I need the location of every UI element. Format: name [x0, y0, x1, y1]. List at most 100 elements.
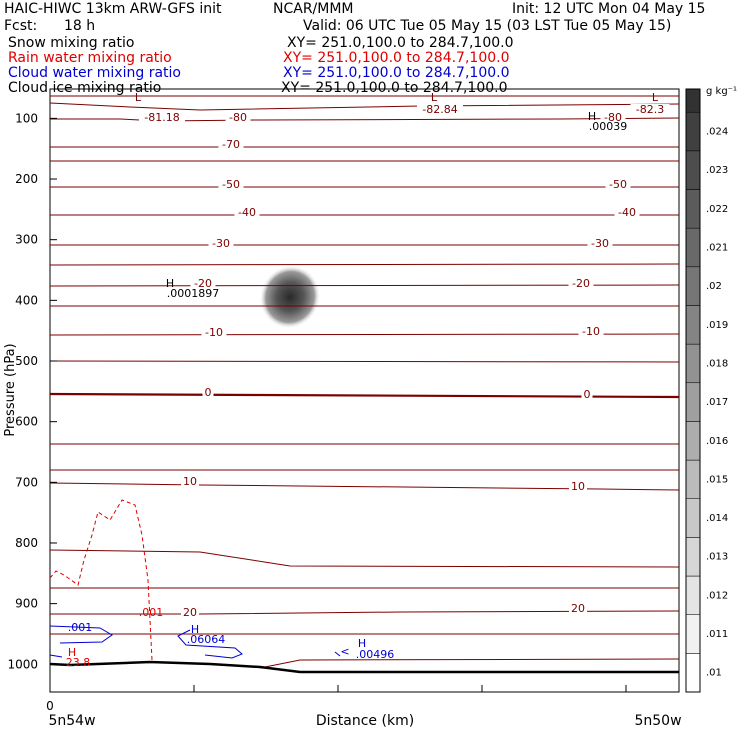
field-xy-snow: XY= 251.0,100.0 to 284.7,100.0	[287, 35, 514, 51]
isotherm-label: -40	[618, 206, 636, 219]
isotherm-label: -40	[238, 206, 256, 219]
label-background	[181, 607, 199, 619]
isotherm-label: -82.3	[636, 103, 664, 116]
colorbar-swatch	[685, 227, 701, 268]
field-name-snow: Snow mixing ratio	[8, 35, 135, 51]
label-background	[568, 278, 594, 290]
colorbar-swatch	[685, 614, 701, 654]
x-end-label: 5n50w	[634, 713, 681, 729]
colorbar-level-label: .023	[706, 165, 728, 176]
extremum-label: <	[340, 645, 349, 658]
colorbar-level-label: .019	[706, 320, 728, 331]
colorbar-swatch	[685, 189, 701, 229]
isotherm-label: -50	[609, 178, 627, 191]
colorbar-swatch	[685, 111, 701, 152]
model-title: HAIC-HIWC 13km ARW-GFS init	[4, 1, 222, 17]
label-background	[202, 387, 214, 399]
extremum-label: .001	[139, 606, 164, 619]
colorbar-level-label: .018	[706, 358, 728, 369]
label-background	[208, 238, 234, 250]
colorbar-level-label: .015	[706, 474, 728, 485]
label-background	[581, 389, 593, 401]
label-background	[569, 481, 587, 493]
label-background	[578, 326, 604, 338]
colorbar-unit: g kg⁻¹	[706, 86, 737, 97]
init-time: Init: 12 UTC Mon 04 May 15	[512, 1, 706, 17]
x-axis-title: Distance (km)	[316, 713, 414, 729]
isotherm-label: -50	[222, 178, 240, 191]
y-axis: 100 200 300 400 500 600 700 800 900 1000	[7, 111, 57, 671]
y-tick-label: 1000	[7, 657, 38, 671]
colorbar-swatch	[685, 653, 701, 693]
valid-time: Valid: 06 UTC Tue 05 May 15 (03 LST Tue …	[303, 18, 672, 34]
extremum-label: H	[166, 277, 174, 290]
label-background	[605, 179, 631, 191]
y-tick-label: 200	[15, 172, 38, 186]
extremum-label: .00039	[589, 120, 628, 133]
label-background	[218, 179, 244, 191]
isotherm-label: 20	[571, 602, 585, 615]
isotherm-label: -80	[604, 111, 622, 124]
terrain-line	[49, 660, 679, 674]
label-background	[234, 207, 260, 219]
temperature-isotherms	[49, 95, 680, 669]
extremum-label: L	[431, 91, 438, 104]
field-xy-cloud-ice: XY= 251.0,100.0 to 284.7,100.0	[281, 80, 508, 96]
y-tick-label: 900	[15, 597, 38, 611]
y-tick-label: 400	[15, 293, 38, 307]
isotherm-label: 0	[584, 388, 591, 401]
label-background	[190, 278, 216, 290]
cloud-water-contours	[49, 625, 341, 659]
colorbar-swatch	[685, 305, 701, 345]
temperature-labels: -81.18 -82.84 -82.3 -80 -80 -70 -50 -50 -40 -40 -3…	[139, 103, 670, 619]
isotherm-label: -20	[572, 277, 590, 290]
colorbar-swatch	[685, 343, 701, 384]
isotherm-label: 10	[183, 475, 197, 488]
colorbar-level-label: .017	[706, 397, 728, 408]
colorbar-swatch	[685, 537, 701, 577]
colorbar-level-label: .016	[706, 436, 728, 447]
colorbar-level-label: .012	[706, 590, 728, 601]
extremum-label: .001	[68, 621, 93, 634]
label-background	[614, 207, 640, 219]
isotherm-label: -82.84	[422, 103, 457, 116]
isotherm-label: 0	[205, 386, 212, 399]
label-background	[587, 238, 613, 250]
colorbar-swatch	[685, 498, 701, 538]
label-background	[225, 112, 251, 124]
colorbar-level-label: .02	[706, 281, 722, 292]
rain-water-contour	[49, 499, 153, 661]
label-background	[218, 139, 244, 151]
colorbar-swatch	[685, 459, 701, 499]
colorbar-swatch	[685, 382, 701, 422]
extremum-label: .00496	[356, 648, 395, 661]
forecast-label: Fcst:	[4, 18, 38, 34]
label-background	[600, 112, 626, 124]
label-background	[139, 112, 185, 124]
isotherm-label: -10	[205, 326, 223, 339]
field-name-rain: Rain water mixing ratio	[8, 50, 172, 66]
label-background	[181, 476, 199, 488]
extremum-label: .0001897	[167, 287, 220, 300]
colorbar-swatch	[685, 150, 701, 190]
colorbar-level-label: .022	[706, 204, 728, 215]
x-start-label: 5n54w	[48, 713, 95, 729]
colorbar-level-label: .014	[706, 513, 728, 524]
extremum-label: H	[191, 623, 199, 636]
colorbar-swatch	[685, 575, 701, 615]
extremum-label: 23.8	[66, 656, 91, 669]
y-axis-title: Pressure (hPa)	[3, 343, 18, 436]
x-axis: 0	[46, 685, 627, 713]
isotherm-label: -10	[582, 325, 600, 338]
isotherm-label: -30	[591, 237, 609, 250]
isotherm-label: 20	[183, 606, 197, 619]
isotherm-label: -20	[194, 277, 212, 290]
colorbar-swatch	[685, 421, 701, 461]
label-background	[630, 104, 670, 116]
isotherm-label: -80	[229, 111, 247, 124]
y-tick-label: 500	[15, 354, 38, 368]
plot-frame	[49, 88, 680, 693]
isotherm-label: -30	[212, 237, 230, 250]
